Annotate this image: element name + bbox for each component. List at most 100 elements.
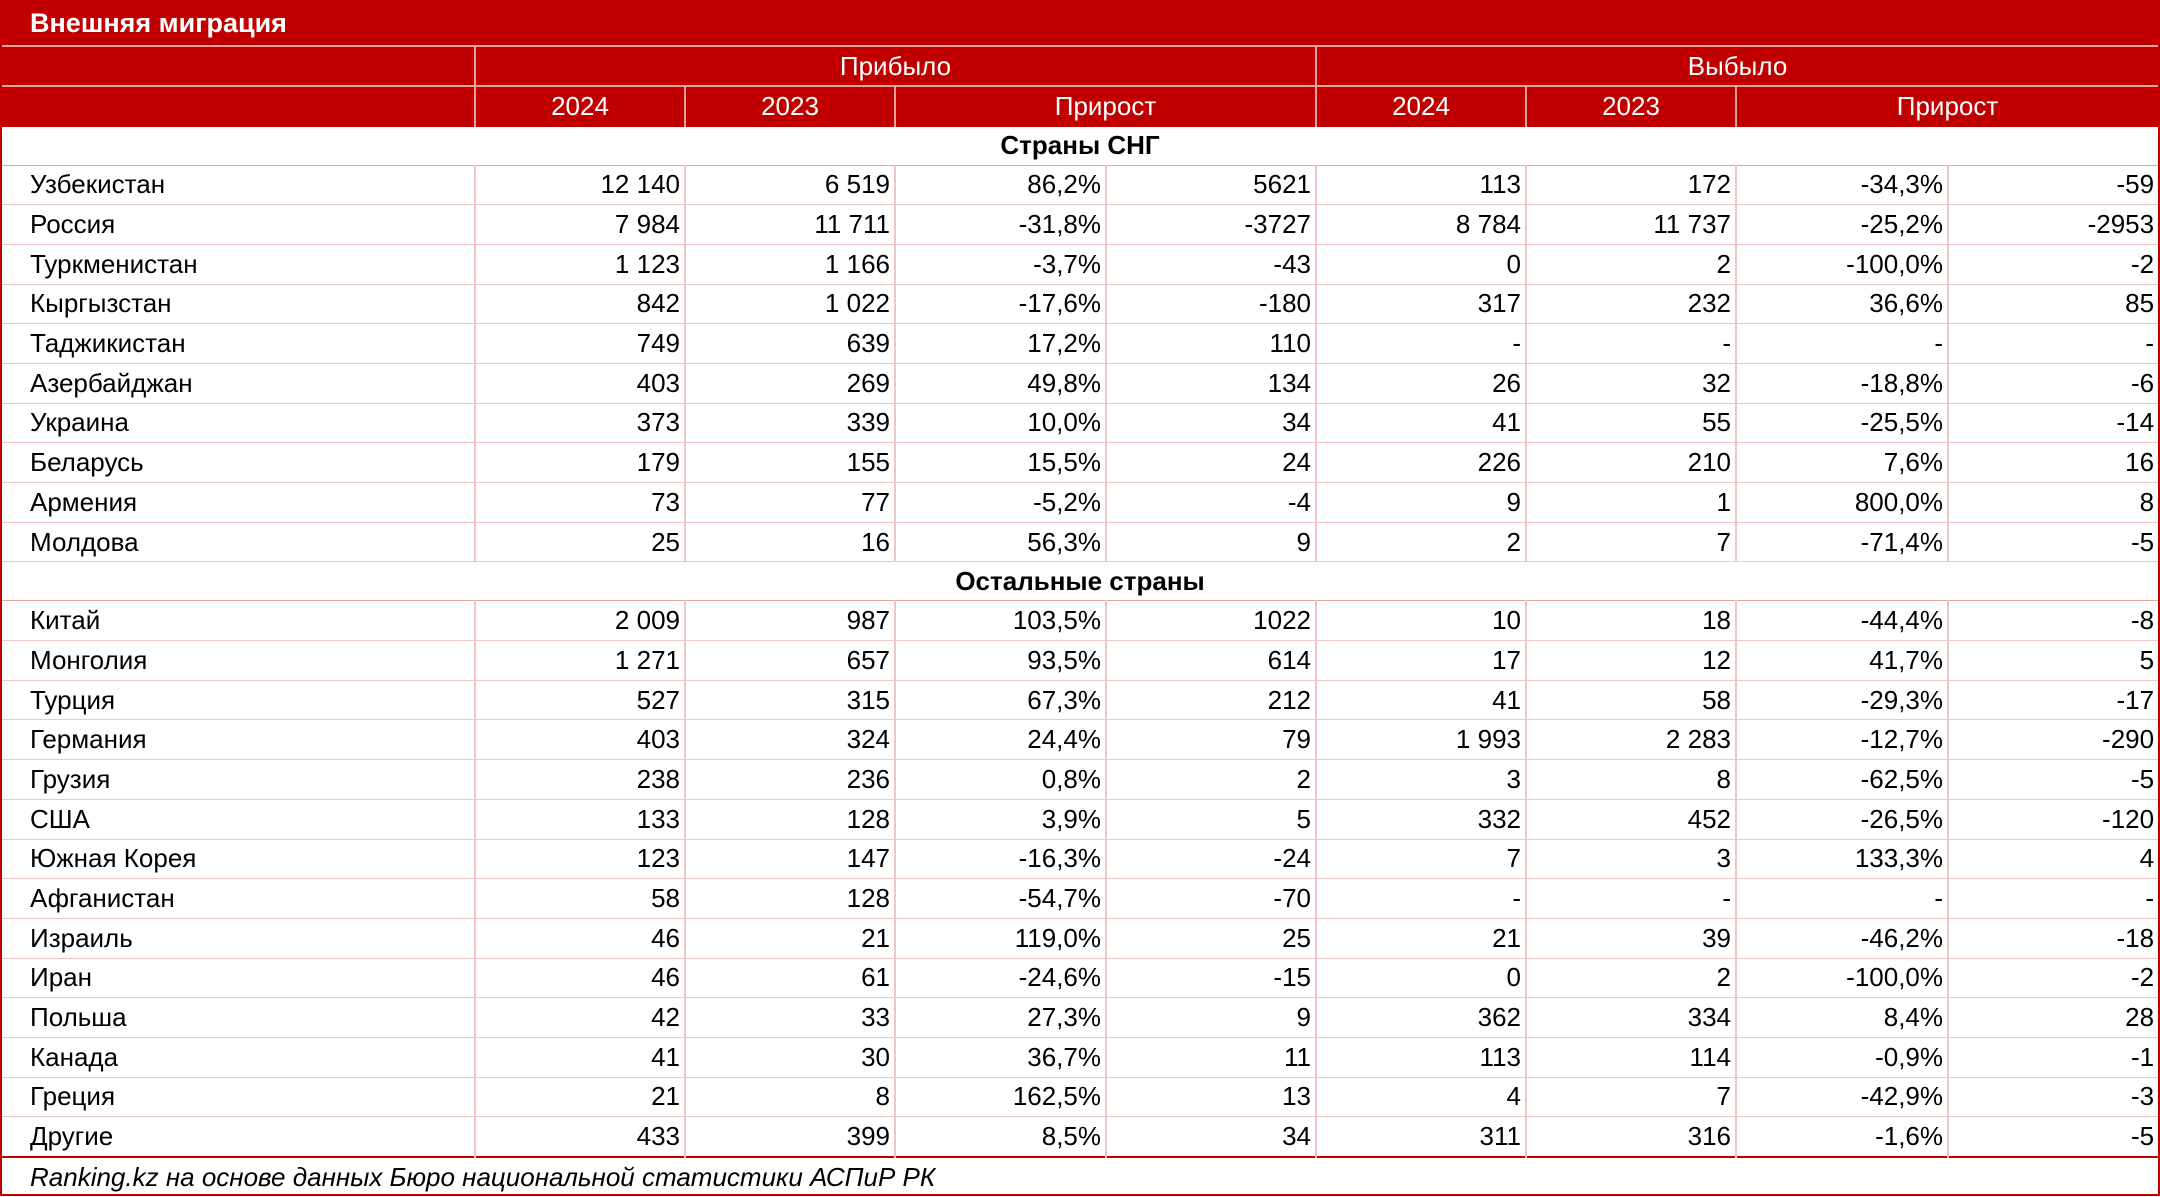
arrived-2023: 147 [684, 839, 895, 880]
departed-growth-abs: 4 [1946, 839, 2159, 880]
arrived-growth-pct: -17,6% [894, 284, 1106, 325]
arrived-2024: 527 [474, 680, 685, 721]
table-row: Молдова 25 16 56,3% 9 2 7 -71,4% -5 [2, 522, 2159, 563]
departed-2024: 8 784 [1315, 204, 1526, 245]
arrived-2024: 433 [474, 1116, 685, 1157]
arrived-2024: 133 [474, 799, 685, 840]
table-row: Польша 42 33 27,3% 9 362 334 8,4% 28 [2, 997, 2159, 1038]
departed-2024: 41 [1315, 403, 1526, 444]
arrived-2023: 1 166 [684, 244, 895, 285]
arrived-2024: 46 [474, 958, 685, 999]
departed-2023: 316 [1525, 1116, 1736, 1157]
departed-growth-pct: -100,0% [1735, 244, 1948, 285]
departed-2023: 8 [1525, 759, 1736, 800]
country-name: Туркменистан [2, 244, 475, 285]
arrived-growth-pct: -3,7% [894, 244, 1106, 285]
arrived-growth-pct: 36,7% [894, 1037, 1106, 1078]
country-name: Россия [2, 204, 475, 245]
departed-2023: 11 737 [1525, 204, 1736, 245]
departed-2024: 10 [1315, 600, 1526, 642]
arrived-2024: 123 [474, 839, 685, 880]
table-row: Таджикистан 749 639 17,2% 110- - - - [2, 323, 2159, 364]
arrived-2023: 30 [684, 1037, 895, 1078]
source-note: Ranking.kz на основе данных Бюро национа… [2, 1155, 2159, 1197]
arrived-growth-abs: -70 [1105, 878, 1316, 919]
departed-growth-pct: 133,3% [1735, 839, 1948, 880]
country-name: Израиль [2, 918, 475, 959]
arrived-growth-abs: -3727 [1105, 204, 1316, 245]
arrived-growth-abs: -24 [1105, 839, 1316, 880]
departed-2023: 210 [1525, 442, 1736, 483]
arrived-growth-pct: 0,8% [894, 759, 1106, 800]
departed-growth-pct: -34,3% [1735, 165, 1948, 206]
departed-2024: 113 [1315, 1037, 1526, 1078]
departed-2023: 39 [1525, 918, 1736, 959]
group-header-arrived: Прибыло [474, 46, 1316, 87]
table-row: Афганистан 58 128 -54,7% -70- - - - [2, 878, 2159, 919]
departed-growth-abs: -18 [1946, 918, 2159, 959]
departed-2024: 0 [1315, 958, 1526, 999]
arrived-growth-abs: 1022 [1105, 600, 1316, 642]
departed-2023: 3 [1525, 839, 1736, 880]
arrived-2023: 324 [684, 719, 895, 761]
departed-2023: 18 [1525, 600, 1736, 642]
arrived-2023: 128 [684, 878, 895, 919]
departed-2023: 2 283 [1525, 719, 1736, 761]
arrived-growth-abs: 614 [1105, 640, 1316, 681]
arrived-2023: 339 [684, 403, 895, 444]
departed-growth-abs: -59 [1946, 165, 2159, 206]
departed-2024: 26 [1315, 363, 1526, 404]
departed-growth-abs: -120 [1946, 799, 2159, 840]
arrived-2024: 42 [474, 997, 685, 1038]
departed-growth-abs: -17 [1946, 680, 2159, 721]
arrived-growth-abs: -43 [1105, 244, 1316, 285]
arrived-growth-pct: 67,3% [894, 680, 1106, 721]
country-name: Таджикистан [2, 323, 475, 364]
departed-2024: 1 993 [1315, 719, 1526, 761]
departed-growth-pct: -71,4% [1735, 522, 1948, 563]
departed-2023: 7 [1525, 522, 1736, 563]
arrived-2023: 155 [684, 442, 895, 483]
departed-growth-pct: 41,7% [1735, 640, 1948, 681]
departed-2024: 317 [1315, 284, 1526, 325]
country-name: Азербайджан [2, 363, 475, 404]
title-row: Внешняя миграция [2, 2, 2159, 47]
departed-growth-abs: -290 [1946, 719, 2159, 761]
arrived-2023: 987 [684, 600, 895, 642]
section-title: Остальные страны [2, 561, 2159, 602]
departed-2023: 7 [1525, 1077, 1736, 1118]
header-blank [2, 46, 475, 87]
departed-growth-pct: -29,3% [1735, 680, 1948, 721]
arrived-2023: 128 [684, 799, 895, 840]
sub-header-departed-2023: 2023 [1525, 86, 1736, 126]
table-row: Украина 373 339 10,0% 34 41 55 -25,5% -14 [2, 403, 2159, 444]
departed-growth-pct: -12,7% [1735, 719, 1948, 761]
arrived-growth-pct: -31,8% [894, 204, 1106, 245]
departed-2024: 9 [1315, 482, 1526, 523]
arrived-2024: 21 [474, 1077, 685, 1118]
departed-growth-pct: -44,4% [1735, 600, 1948, 642]
country-name: Другие [2, 1116, 475, 1157]
arrived-2024: 238 [474, 759, 685, 800]
departed-2023: 55 [1525, 403, 1736, 444]
arrived-growth-pct: 49,8% [894, 363, 1106, 404]
departed-growth-pct: 8,4% [1735, 997, 1948, 1038]
departed-growth-abs: -14 [1946, 403, 2159, 444]
arrived-2023: 315 [684, 680, 895, 721]
arrived-2023: 33 [684, 997, 895, 1038]
departed-growth-pct: 36,6% [1735, 284, 1948, 325]
arrived-growth-pct: -54,7% [894, 878, 1106, 919]
departed-2024: 7 [1315, 839, 1526, 880]
country-name: Турция [2, 680, 475, 721]
arrived-2023: 236 [684, 759, 895, 800]
arrived-growth-abs: 2 [1105, 759, 1316, 800]
departed-growth-pct: - [1735, 878, 1948, 919]
departed-2024: 113 [1315, 165, 1526, 206]
departed-2024: - [1315, 878, 1526, 919]
section-title: Страны СНГ [2, 125, 2159, 166]
sub-header-arrived-2023: 2023 [684, 86, 895, 126]
departed-growth-pct: -1,6% [1735, 1116, 1948, 1157]
departed-growth-abs: 85 [1946, 284, 2159, 325]
departed-growth-abs: -2 [1946, 958, 2159, 999]
departed-2023: - [1525, 323, 1736, 364]
